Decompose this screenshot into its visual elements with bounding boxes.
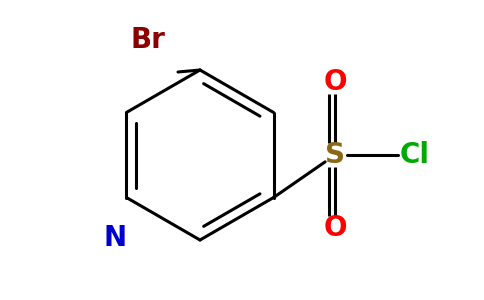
Text: S: S xyxy=(325,141,345,169)
Text: O: O xyxy=(323,214,347,242)
Text: O: O xyxy=(323,68,347,96)
Text: Br: Br xyxy=(131,26,166,54)
Text: N: N xyxy=(104,224,126,252)
Text: Cl: Cl xyxy=(400,141,430,169)
